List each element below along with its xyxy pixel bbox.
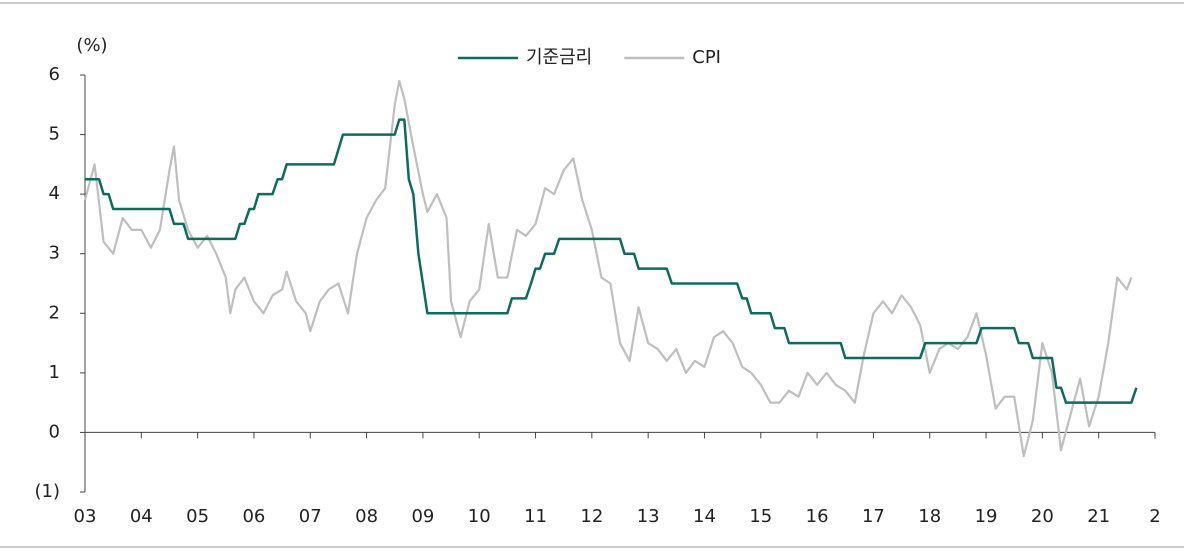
x-tick-label: 08	[355, 506, 378, 527]
y-tick-label: 5	[49, 124, 60, 145]
x-tick-label: 13	[637, 506, 660, 527]
x-tick-label: 09	[411, 506, 434, 527]
series-line	[85, 118, 1138, 404]
x-tick-label: 14	[693, 506, 716, 527]
legend-label: CPI	[692, 47, 721, 68]
x-tick-label: 15	[749, 506, 772, 527]
x-tick-label: 17	[862, 506, 885, 527]
x-tick-label: 2	[1149, 506, 1160, 527]
x-tick-label: 03	[74, 506, 97, 527]
y-tick-label: (1)	[35, 481, 61, 502]
x-tick-label: 07	[299, 506, 322, 527]
y-tick-label: 2	[49, 302, 60, 323]
y-tick-label: 6	[49, 64, 60, 85]
x-tick-label: 16	[806, 506, 829, 527]
x-tick-label: 19	[975, 506, 998, 527]
series-line	[83, 79, 1133, 458]
x-tick-label: 05	[186, 506, 209, 527]
y-tick-label: 3	[49, 243, 60, 264]
x-tick-label: 04	[130, 506, 153, 527]
x-tick-label: 11	[524, 506, 547, 527]
y-unit: (%)	[76, 35, 107, 56]
x-tick-label: 18	[918, 506, 941, 527]
x-tick-label: 21	[1087, 506, 1110, 527]
x-tick-label: 10	[468, 506, 491, 527]
x-tick-label: 20	[1031, 506, 1054, 527]
y-tick-label: 0	[49, 421, 60, 442]
legend-label: 기준금리	[526, 47, 592, 68]
y-tick-label: 1	[49, 362, 60, 383]
x-tick-label: 06	[242, 506, 265, 527]
x-tick-label: 12	[580, 506, 603, 527]
y-tick-label: 4	[49, 183, 60, 204]
